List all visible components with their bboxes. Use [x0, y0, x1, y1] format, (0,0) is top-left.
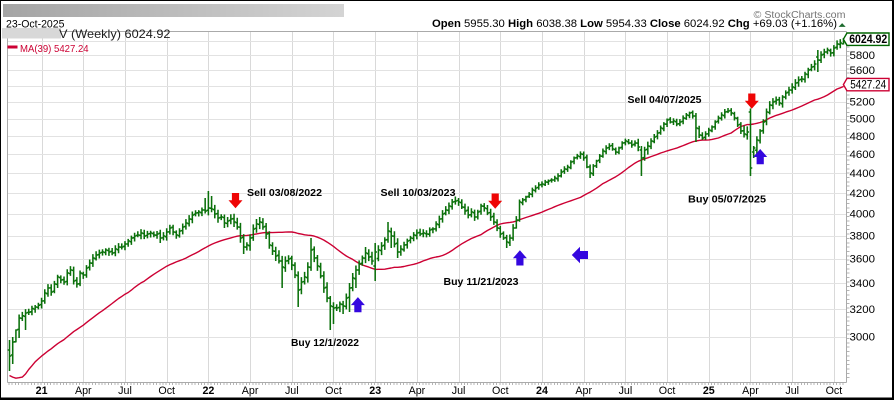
svg-text:Jul: Jul [785, 385, 799, 397]
svg-text:23: 23 [369, 385, 381, 397]
svg-text:22: 22 [202, 385, 214, 397]
svg-text:Jul: Jul [619, 385, 633, 397]
svg-text:23-Oct-2025: 23-Oct-2025 [6, 19, 65, 31]
svg-text:Buy 11/21/2023: Buy 11/21/2023 [444, 277, 519, 288]
svg-text:Apr: Apr [242, 385, 259, 397]
svg-text:4800: 4800 [850, 131, 876, 143]
svg-text:5200: 5200 [850, 97, 876, 109]
svg-text:25: 25 [703, 385, 715, 397]
svg-text:Jul: Jul [118, 385, 132, 397]
svg-text:4200: 4200 [850, 188, 876, 200]
svg-text:Apr: Apr [75, 385, 92, 397]
svg-text:3800: 3800 [850, 231, 876, 243]
svg-text:5800: 5800 [850, 50, 876, 62]
svg-text:21: 21 [36, 385, 48, 397]
svg-text:Sell 03/08/2022: Sell 03/08/2022 [247, 188, 322, 199]
svg-text:Oct: Oct [325, 385, 342, 397]
svg-text:V (Weekly) 6024.92: V (Weekly) 6024.92 [59, 27, 171, 41]
svg-text:Oct: Oct [659, 385, 676, 397]
svg-text:© StockCharts.com: © StockCharts.com [754, 10, 846, 21]
svg-text:4400: 4400 [850, 168, 876, 180]
svg-text:Open 5955.30 High 6038.38 Low: Open 5955.30 High 6038.38 Low 5954.33 Cl… [432, 18, 837, 30]
svg-text:5600: 5600 [850, 65, 876, 77]
svg-text:Jul: Jul [285, 385, 299, 397]
svg-text:5000: 5000 [850, 114, 876, 126]
svg-text:Apr: Apr [409, 385, 426, 397]
svg-text:4600: 4600 [850, 149, 876, 161]
svg-text:3000: 3000 [850, 332, 876, 344]
svg-text:Jul: Jul [452, 385, 466, 397]
svg-text:Sell 10/03/2023: Sell 10/03/2023 [381, 188, 456, 199]
svg-text:5427.24: 5427.24 [850, 80, 887, 92]
svg-text:3200: 3200 [850, 304, 876, 316]
svg-text:MA(39) 5427.24: MA(39) 5427.24 [20, 43, 89, 55]
svg-text:Oct: Oct [492, 385, 509, 397]
svg-text:Apr: Apr [575, 385, 592, 397]
svg-text:Oct: Oct [826, 385, 843, 397]
svg-text:Buy 12/1/2022: Buy 12/1/2022 [291, 338, 359, 349]
svg-text:Oct: Oct [158, 385, 175, 397]
svg-text:3400: 3400 [850, 278, 876, 290]
svg-text:3600: 3600 [850, 254, 876, 266]
svg-text:6024.92: 6024.92 [849, 32, 887, 46]
svg-text:Sell 04/07/2025: Sell 04/07/2025 [628, 95, 702, 106]
svg-text:24: 24 [536, 385, 548, 397]
svg-text:Buy 05/07/2025: Buy 05/07/2025 [688, 194, 766, 205]
svg-text:4000: 4000 [850, 209, 876, 221]
svg-text:Apr: Apr [742, 385, 759, 397]
